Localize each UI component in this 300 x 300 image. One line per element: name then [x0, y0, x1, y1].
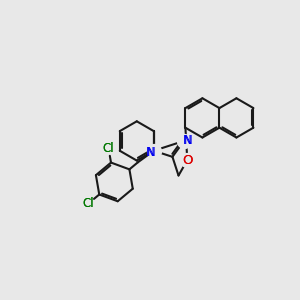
Text: N: N — [183, 134, 192, 147]
Text: N: N — [147, 146, 156, 159]
Text: O: O — [182, 154, 193, 167]
Text: O: O — [182, 154, 193, 167]
Text: N: N — [146, 146, 155, 160]
Text: Cl: Cl — [103, 142, 114, 154]
Text: Cl: Cl — [82, 197, 94, 210]
Text: N: N — [183, 134, 191, 147]
Text: Cl: Cl — [103, 142, 114, 154]
Text: Cl: Cl — [82, 197, 94, 210]
